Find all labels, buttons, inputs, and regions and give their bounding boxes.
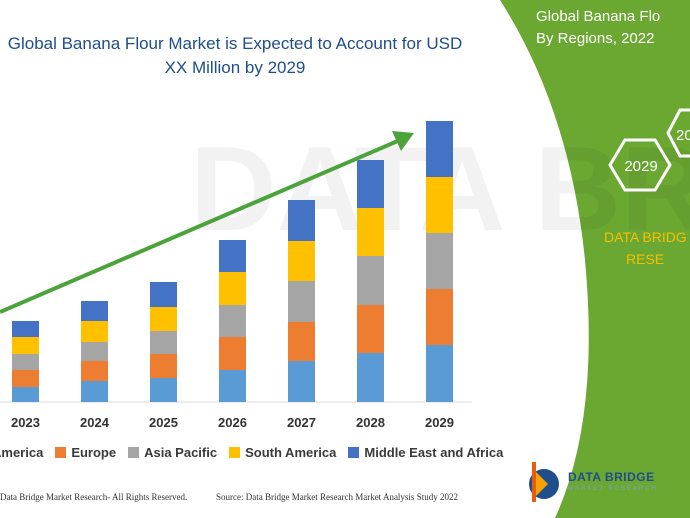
- bars-group: [12, 121, 453, 402]
- trend-arrow-line: [0, 138, 401, 314]
- bar-2025-asia-pacific: [150, 331, 177, 354]
- bar-2025-south-america: [150, 307, 177, 331]
- legend-item-europe: Europe: [55, 445, 116, 460]
- bar-2023-middle-east-and-africa: [12, 321, 39, 337]
- bar-2025-middle-east-and-africa: [150, 282, 177, 307]
- bar-2028-middle-east-and-africa: [357, 160, 384, 208]
- x-tick-2024: 2024: [80, 415, 110, 430]
- bar-2027-north-america: [288, 361, 315, 402]
- x-tick-2023: 2023: [11, 415, 40, 430]
- bar-2024-south-america: [81, 321, 108, 342]
- bar-2025-north-america: [150, 378, 177, 402]
- bar-2029-asia-pacific: [426, 233, 453, 289]
- bar-2029-middle-east-and-africa: [426, 121, 453, 177]
- x-tick-2029: 2029: [425, 415, 454, 430]
- bar-2024-middle-east-and-africa: [81, 301, 108, 321]
- legend-swatch-mea: [348, 446, 360, 458]
- legend-item-mea: Middle East and Africa: [348, 445, 503, 460]
- bar-2026-asia-pacific: [219, 305, 246, 337]
- legend-label-north-america: America: [0, 444, 44, 460]
- chart-legend: America Europe Asia Pacific South Americ…: [0, 442, 515, 462]
- bar-2023-north-america: [12, 387, 39, 402]
- right-panel-title-line1: Global Banana Flo: [536, 8, 661, 25]
- right-panel: [500, 0, 690, 518]
- legend-item-south-america: South America: [229, 445, 336, 460]
- footer-copyright: Data Bridge Market Research- All Rights …: [0, 492, 188, 502]
- bar-2028-south-america: [357, 208, 384, 256]
- bar-2023-south-america: [12, 337, 39, 354]
- bar-2026-south-america: [219, 272, 246, 305]
- x-tick-2026: 2026: [218, 415, 247, 430]
- bar-2029-europe: [426, 289, 453, 345]
- legend-swatch-europe: [55, 446, 67, 458]
- bar-2023-europe: [12, 370, 39, 387]
- bar-2028-asia-pacific: [357, 256, 384, 305]
- logo-mark: [529, 462, 559, 502]
- right-panel-brand-line1: DATA BRIDG: [604, 229, 687, 245]
- right-panel-brand: DATA BRIDG RESE: [604, 226, 687, 270]
- bar-2027-middle-east-and-africa: [288, 200, 315, 241]
- bar-2027-asia-pacific: [288, 281, 315, 322]
- bar-2026-north-america: [219, 370, 246, 402]
- legend-swatch-south-america: [229, 446, 241, 458]
- legend-label-south-america: South America: [245, 444, 337, 460]
- x-tick-2027: 2027: [287, 415, 316, 430]
- legend-label-mea: Middle East and Africa: [364, 444, 504, 460]
- hexagon-2029: [608, 138, 672, 192]
- footer-source: Source: Data Bridge Market Research Mark…: [216, 492, 458, 502]
- bar-2024-europe: [81, 361, 108, 381]
- x-tick-2028: 2028: [356, 415, 385, 430]
- legend-item-north-america: America: [0, 445, 43, 460]
- right-panel-title-line2: By Regions, 2022: [536, 30, 655, 47]
- trend-arrow-head: [392, 131, 414, 151]
- right-panel-brand-line2: RESE: [626, 251, 665, 267]
- bar-2024-north-america: [81, 381, 108, 402]
- bar-2027-europe: [288, 322, 315, 361]
- chart-title: Global Banana Flour Market is Expected t…: [7, 34, 463, 77]
- logo-name: DATA BRIDGE: [568, 470, 655, 484]
- bar-2029-north-america: [426, 345, 453, 402]
- legend-label-asia-pacific: Asia Pacific: [144, 444, 218, 460]
- bar-2029-south-america: [426, 177, 453, 233]
- hexagon-second: [666, 108, 690, 158]
- x-tick-2025: 2025: [149, 415, 178, 430]
- bar-2028-europe: [357, 305, 384, 353]
- bar-2024-asia-pacific: [81, 342, 108, 361]
- bar-2023-asia-pacific: [12, 354, 39, 370]
- x-tick-labels: 2023 2024 2025 2026 2027 2028 2029: [11, 415, 454, 430]
- bar-2026-europe: [219, 337, 246, 370]
- logo-tagline: MARKET RESEARCH: [568, 486, 658, 492]
- right-panel-title: Global Banana Flo By Regions, 2022: [536, 6, 690, 50]
- bar-2027-south-america: [288, 241, 315, 281]
- bar-2026-middle-east-and-africa: [219, 240, 246, 272]
- legend-item-asia-pacific: Asia Pacific: [128, 445, 217, 460]
- legend-swatch-asia-pacific: [128, 446, 140, 458]
- bar-2025-europe: [150, 354, 177, 378]
- hexagon-label-2029: 2029: [624, 158, 657, 175]
- legend-label-europe: Europe: [71, 444, 117, 460]
- hexagon-label-second: 20: [676, 127, 690, 144]
- bar-2028-north-america: [357, 353, 384, 402]
